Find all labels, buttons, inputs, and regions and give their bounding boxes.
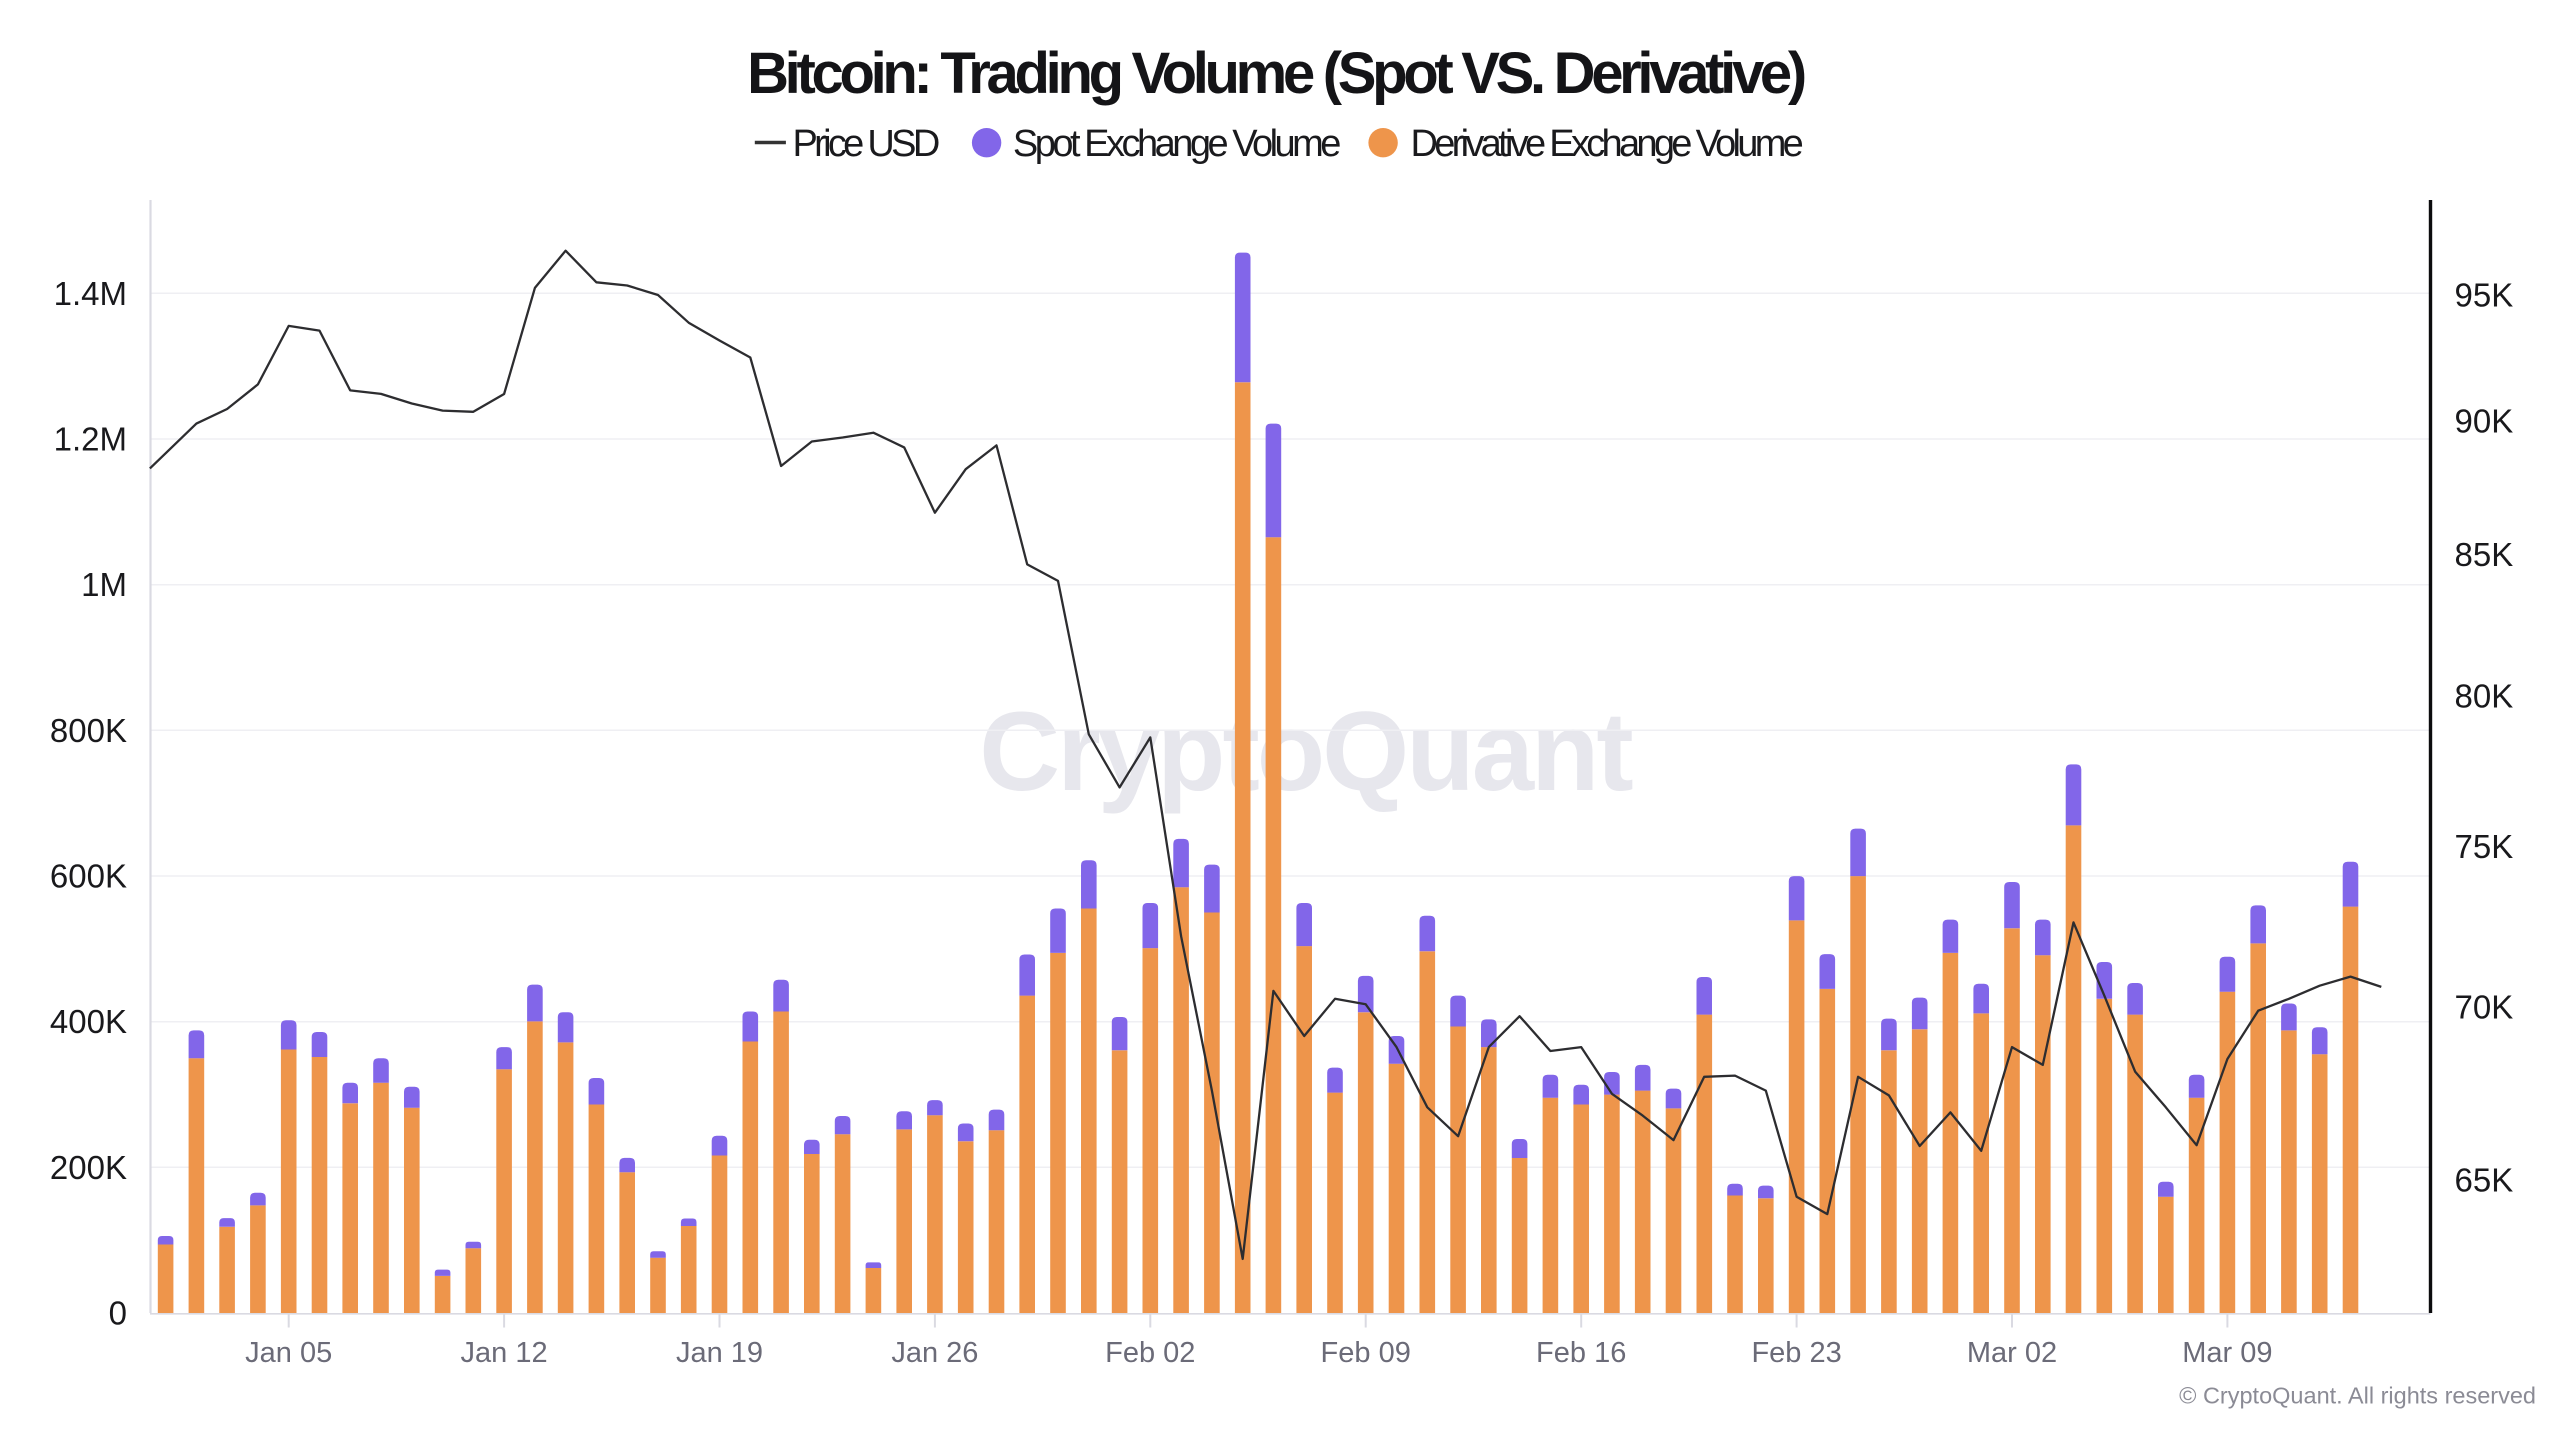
svg-text:90K: 90K: [2455, 403, 2514, 440]
svg-text:Feb 09: Feb 09: [1321, 1337, 1411, 1369]
svg-text:1M: 1M: [81, 566, 127, 603]
svg-text:Bitcoin: Trading Volume (Spot: Bitcoin: Trading Volume (Spot VS. Deriva…: [747, 41, 1805, 106]
svg-text:Jan 26: Jan 26: [891, 1337, 978, 1369]
svg-text:Feb 02: Feb 02: [1105, 1337, 1195, 1369]
svg-text:Spot Exchange Volume: Spot Exchange Volume: [1013, 123, 1340, 165]
svg-text:85K: 85K: [2455, 536, 2514, 573]
svg-text:70K: 70K: [2455, 989, 2514, 1026]
svg-text:65K: 65K: [2455, 1162, 2514, 1199]
svg-text:Mar 09: Mar 09: [2182, 1337, 2272, 1369]
svg-text:80K: 80K: [2455, 677, 2514, 714]
svg-text:© CryptoQuant. All rights rese: © CryptoQuant. All rights reserved: [2179, 1383, 2536, 1409]
svg-text:0: 0: [109, 1295, 127, 1332]
svg-text:75K: 75K: [2455, 828, 2514, 865]
svg-text:1.2M: 1.2M: [54, 421, 127, 458]
svg-text:Jan 19: Jan 19: [676, 1337, 763, 1369]
svg-text:200K: 200K: [50, 1149, 127, 1186]
svg-text:Feb 23: Feb 23: [1751, 1337, 1841, 1369]
svg-text:Mar 02: Mar 02: [1967, 1337, 2057, 1369]
svg-text:600K: 600K: [50, 858, 127, 895]
svg-text:95K: 95K: [2455, 277, 2514, 314]
svg-text:Feb 16: Feb 16: [1536, 1337, 1626, 1369]
svg-text:Derivative Exchange Volume: Derivative Exchange Volume: [1411, 123, 1803, 165]
svg-text:Price USD: Price USD: [793, 123, 939, 165]
svg-text:400K: 400K: [50, 1003, 127, 1040]
svg-text:CryptoQuant: CryptoQuant: [979, 689, 1632, 814]
svg-text:Jan 12: Jan 12: [461, 1337, 548, 1369]
svg-text:1.4M: 1.4M: [54, 275, 127, 312]
svg-text:Jan 05: Jan 05: [245, 1337, 332, 1369]
svg-text:800K: 800K: [50, 712, 127, 749]
